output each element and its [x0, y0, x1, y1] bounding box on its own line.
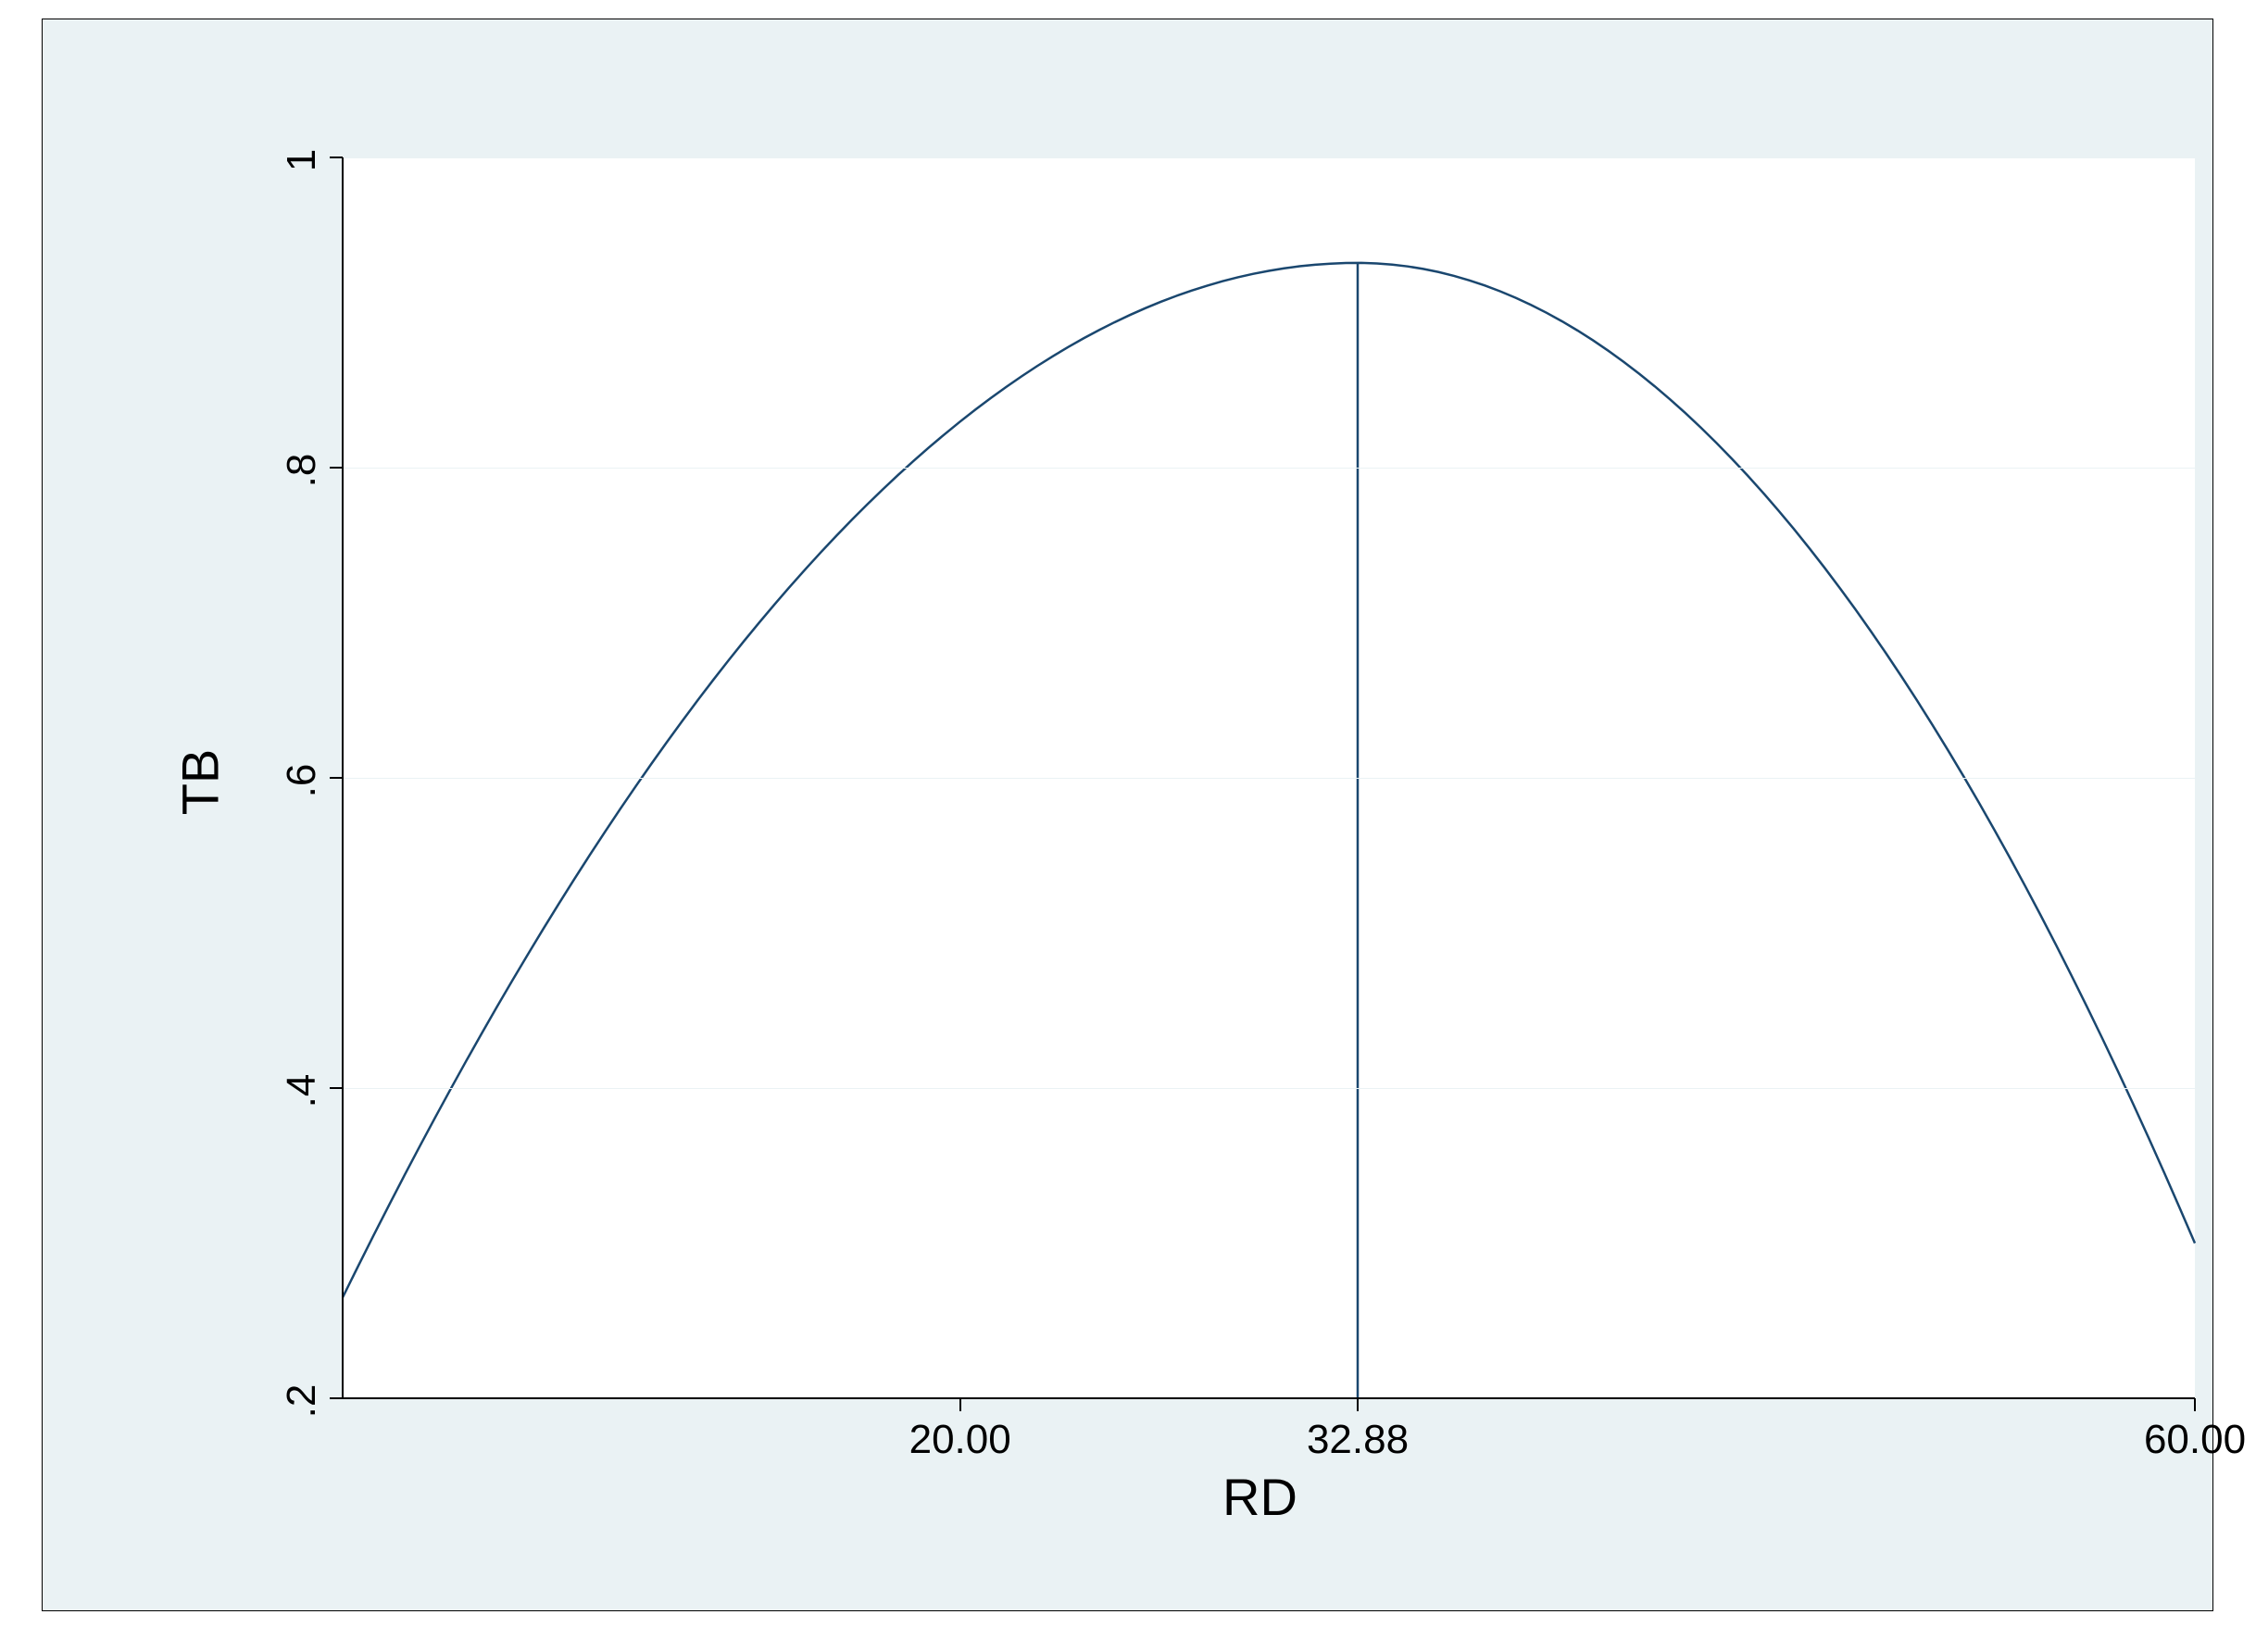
y-tick: [330, 467, 343, 469]
y-tick: [330, 1087, 343, 1089]
gridline: [343, 1088, 2195, 1089]
y-tick: [330, 156, 343, 158]
plot-area: [343, 157, 2195, 1398]
x-tick-label: 60.00: [2121, 1417, 2256, 1463]
y-tick: [330, 1397, 343, 1399]
y-axis-title: TB: [169, 749, 230, 816]
y-tick-label: .8: [279, 433, 325, 507]
y-tick-label: .2: [279, 1364, 325, 1438]
y-tick: [330, 777, 343, 779]
x-tick: [1357, 1398, 1359, 1411]
gridline: [343, 778, 2195, 779]
x-axis-line: [343, 1397, 2195, 1399]
y-tick-label: .4: [279, 1054, 325, 1128]
x-tick-label: 20.00: [886, 1417, 1034, 1463]
y-tick-label: 1: [279, 123, 325, 197]
gridline: [343, 468, 2195, 469]
x-axis-title: RD: [1222, 1467, 1297, 1527]
y-tick-label: .6: [279, 744, 325, 818]
gridline: [343, 157, 2195, 158]
x-tick: [959, 1398, 961, 1411]
x-tick-label: 32.88: [1284, 1417, 1432, 1463]
x-tick: [2194, 1398, 2196, 1411]
curve-line: [343, 263, 2195, 1297]
